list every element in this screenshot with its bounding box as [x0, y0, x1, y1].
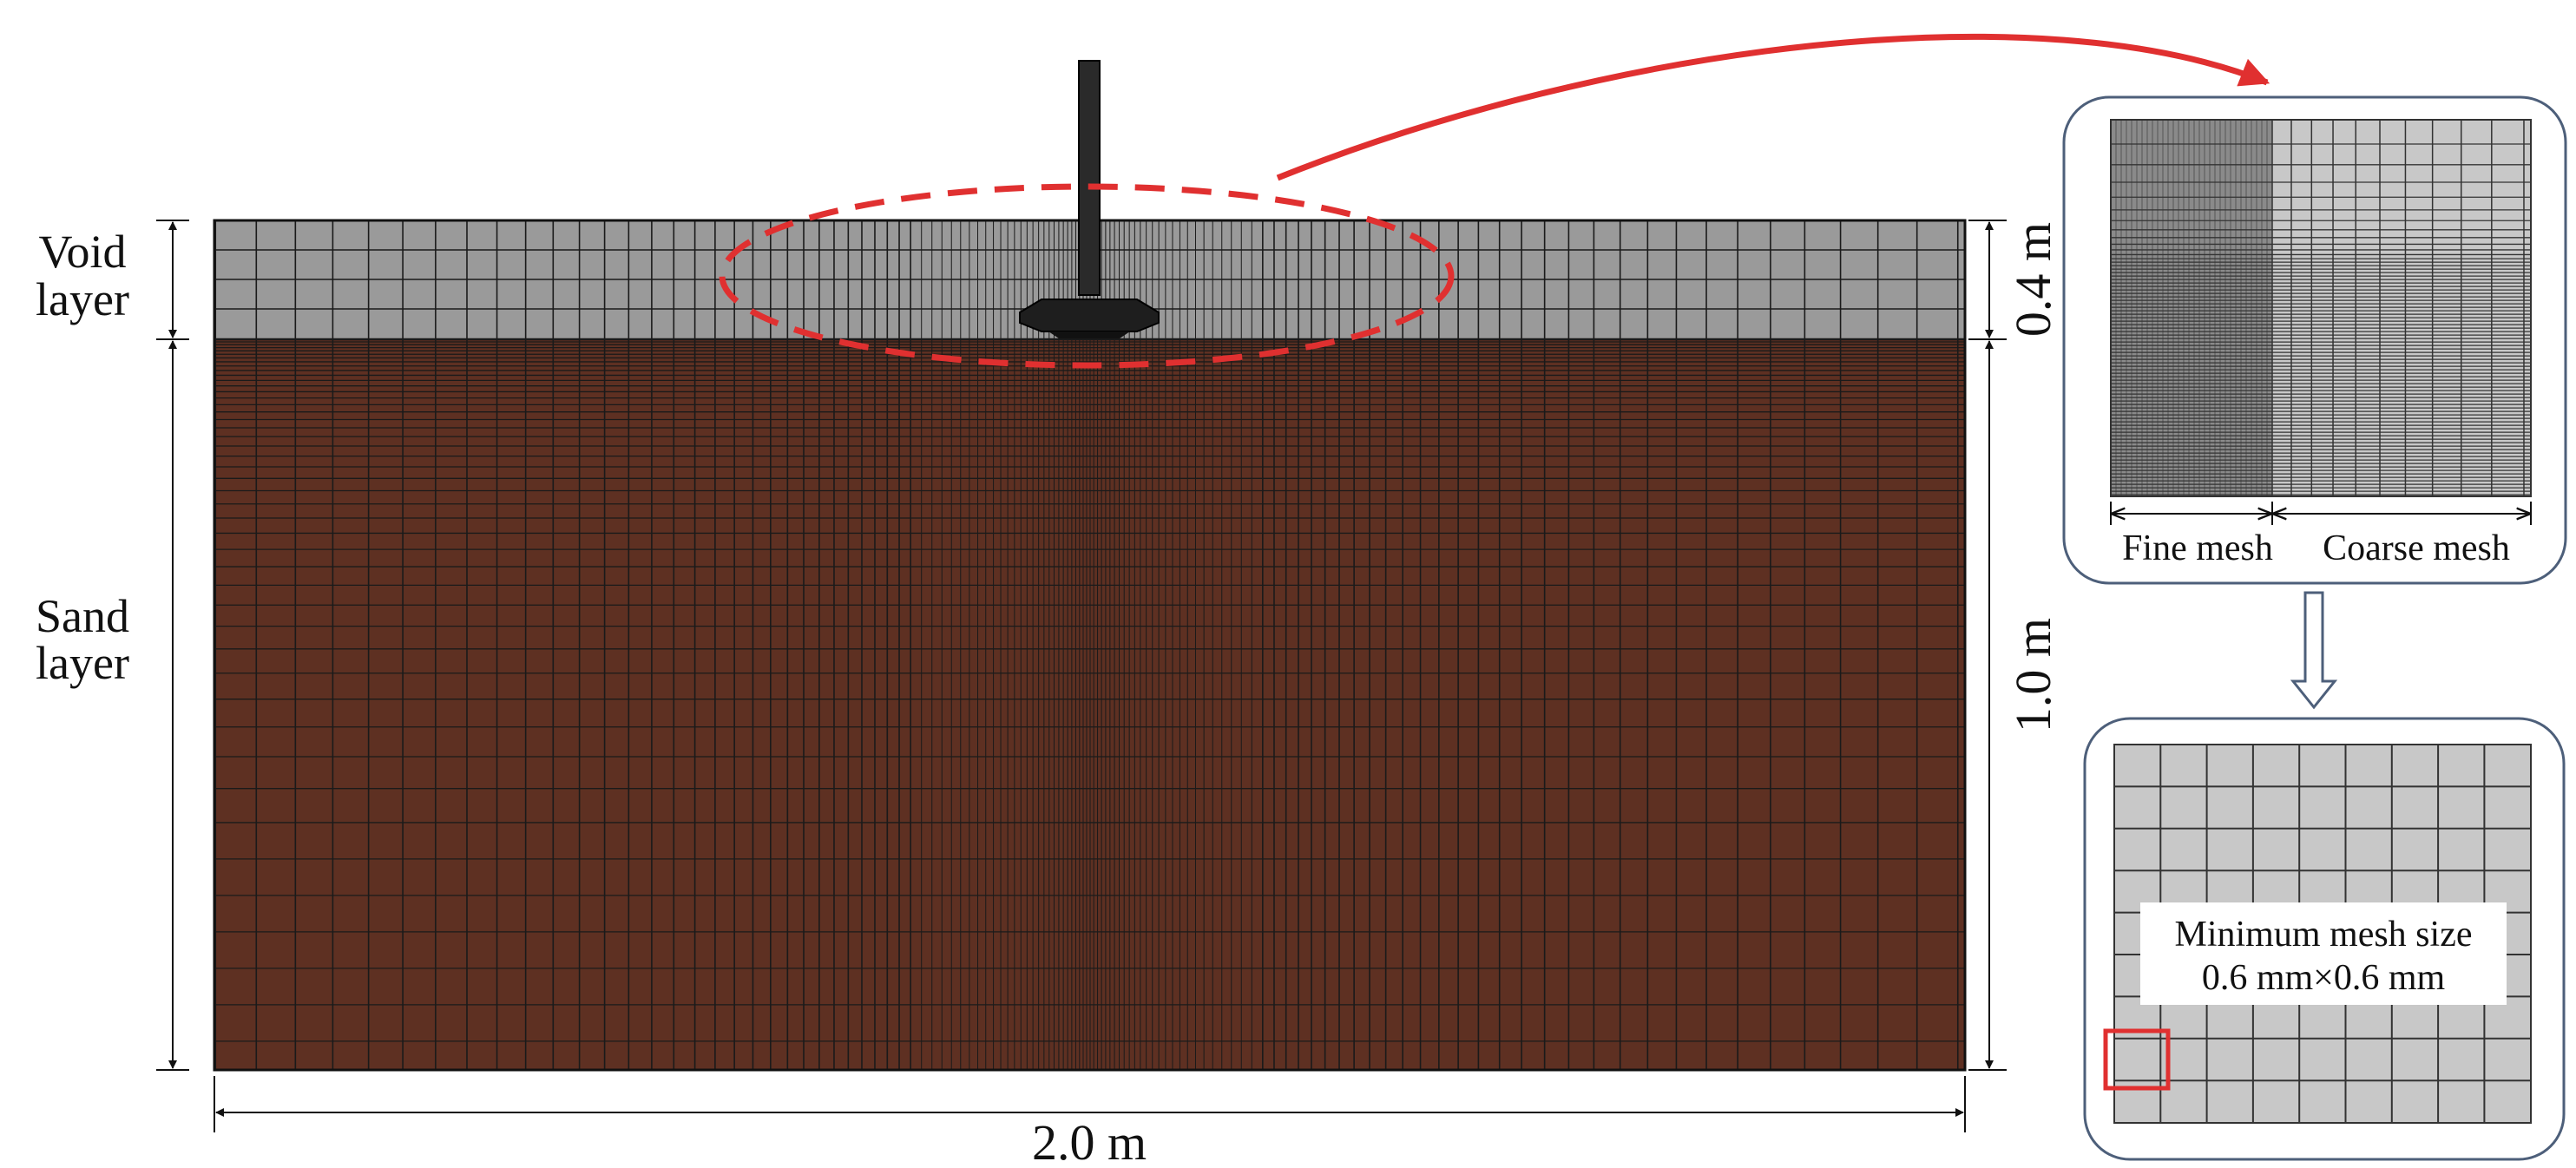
- inset-bottom: [2083, 717, 2566, 1161]
- void-layer-label-1: Void: [38, 226, 126, 278]
- sand-layer-label-1: Sand: [36, 590, 129, 642]
- min-mesh-label-1: Minimum mesh size: [2175, 915, 2473, 955]
- right-dimension-arrows: [1968, 220, 2007, 1071]
- sand-layer-label-2: layer: [36, 637, 129, 689]
- inset-top: [2062, 95, 2567, 585]
- void-thickness-label: 0.4 m: [2005, 222, 2061, 337]
- highlight-ellipse: [719, 183, 1455, 369]
- min-mesh-label-2: 0.6 mm×0.6 mm: [2202, 958, 2446, 998]
- coarse-mesh-label: Coarse mesh: [2323, 528, 2510, 568]
- void-layer-label-2: layer: [36, 273, 129, 325]
- zoom-arrow: [1276, 33, 2270, 181]
- sand-dimension-arrow: [156, 340, 189, 1071]
- main-mesh-grid: [214, 220, 1965, 1070]
- sand-thickness-label: 1.0 m: [2005, 618, 2061, 732]
- down-arrow: [2290, 591, 2338, 710]
- width-label: 2.0 m: [1032, 1114, 1147, 1168]
- width-dimension-arrow: [214, 1076, 1966, 1132]
- fine-mesh-label: Fine mesh: [2122, 528, 2273, 568]
- pile-footing: [1019, 60, 1160, 338]
- min-mesh-highlight-box: [2103, 1028, 2171, 1091]
- void-dimension-arrow: [156, 220, 189, 340]
